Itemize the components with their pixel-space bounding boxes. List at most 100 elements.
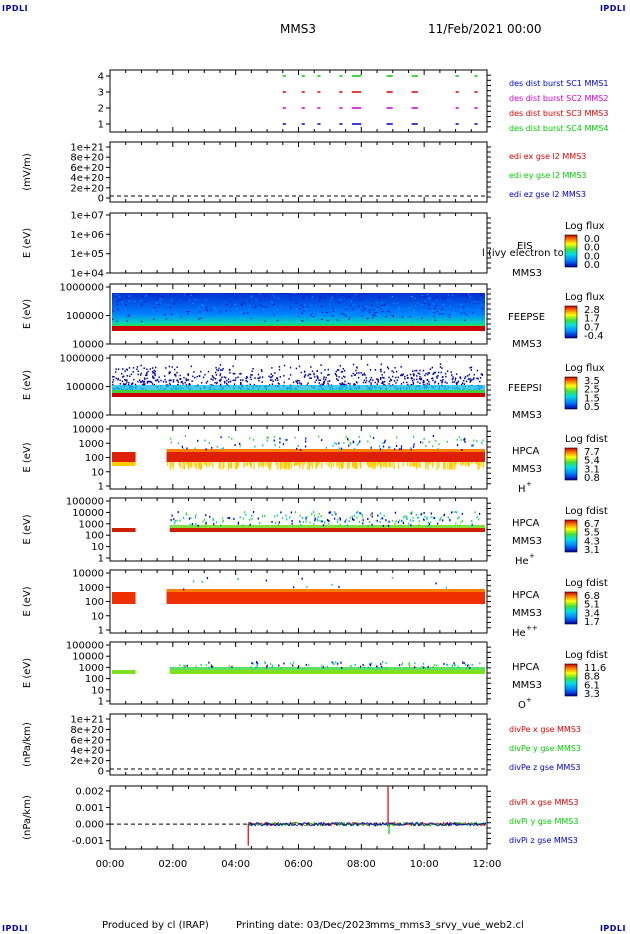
feepsi-texture [412,373,415,375]
hpca-o-texture-speckle [231,665,233,668]
hpca-o-texture-speckle [414,662,416,665]
eis-overlap-text: l (ivy electron to [482,248,564,259]
hpca-h-texture-speckle [278,446,281,449]
hpca-he-texture-speckle [249,523,251,526]
hpca-he-texture-speckle [212,519,214,522]
feepse-texture [472,312,474,314]
feepse-texture [303,310,305,312]
hpca-he-texture-speckle [179,519,181,522]
hpca-h-texture-under [342,462,344,468]
feepse-texture [259,293,261,295]
feepse-texture [413,309,415,311]
feepse-texture [460,312,462,314]
hpca-he-texture-speckle [450,511,453,514]
feepsi-mid-band [112,385,485,391]
feepse-texture [374,315,377,317]
hpca-he-texture-speckle [430,512,432,515]
hpca-he-texture-speckle [174,520,176,523]
feepse-texture [424,300,426,302]
feepse-texture [186,310,188,312]
feepsi-texture [468,373,471,376]
feepse-texture [480,295,483,297]
hpca-h-texture-speckle [389,446,391,449]
feepsi-texture [258,379,260,382]
hpca-he-texture-speckle [345,518,347,521]
hpca-h-texture-under [372,462,374,466]
feepsi-texture [462,379,465,382]
hpca-he-texture-speckle [404,515,406,518]
hpca-he-texture-speckle [339,517,341,520]
feepsi-texture [119,383,122,385]
hpca-o-texture-speckle [376,665,378,668]
feepse-texture [426,294,429,296]
feepse-texture [227,320,230,322]
feepsi-texture [451,374,453,376]
hpca-o-ytick-label: 1 [98,697,104,708]
feepsi-texture [309,373,312,376]
hpca-he-texture-speckle [327,519,329,522]
feepsi-texture [245,375,248,378]
hpca-h-texture-speckle [348,444,350,447]
feepsi-texture [163,375,166,377]
hpca-o-species-charge: + [526,696,532,704]
feepsi-texture [165,381,167,383]
hpca-o-ytick-label: 100000 [66,641,104,652]
hpca-o-texture-speckle [195,665,197,668]
hpca-o-texture-speckle [465,663,467,666]
hpca-he2-ytick-label: 10000 [72,569,104,580]
feepse-texture [359,299,361,301]
hpca-he-texture-speckle [182,516,185,519]
hpca-h-texture-under [340,462,342,467]
feepsi-texture [124,378,126,381]
feepse-texture [409,315,411,317]
feepsi-texture [296,382,299,385]
feepsi-texture [227,381,230,383]
hpca-he-texture-speckle [174,522,176,525]
feepse-texture [392,303,395,305]
feepse-texture [156,299,158,301]
feepse-texture [341,313,343,315]
feepsi-texture [382,380,384,383]
hpca-h-texture-under [384,462,386,467]
hpca-he-texture-speckle [285,514,287,517]
feepse-texture [314,304,317,306]
hpca-h-texture-under [297,462,299,466]
feepsi-texture [136,366,139,368]
feepse-texture [176,314,178,316]
feepsi-texture [357,376,360,379]
feepsi-texture [249,376,252,378]
feepsi-texture [158,376,160,379]
hpca-o-ytick-label: 1000 [79,663,104,674]
hpca-h-texture-speckle [464,440,466,443]
feepse-texture [120,317,122,319]
feepsi-texture [249,383,251,386]
eis-ytick-label: 1e+04 [70,269,104,280]
feepse-texture [331,315,334,317]
corner-label-top-right: IPDLI [599,4,626,13]
edi-ylabel: (mV/m) [22,153,33,191]
feepse-texture [381,302,384,304]
feepsi-texture [394,366,396,369]
feepse-texture [423,302,426,304]
hpca-h-texture-under [419,462,421,469]
feepsi-texture [200,370,202,373]
hpca-h-texture-under [296,462,298,466]
feepsi-texture [194,376,196,379]
feepse-texture [250,302,252,304]
feepsi-texture [319,379,322,382]
feepse-texture [413,298,416,300]
hpca-h-texture-under [480,462,482,467]
feepsi-texture [121,380,124,383]
hpca-he-texture-speckle [410,512,412,515]
feepsi-texture [271,367,273,369]
feepsi-texture [190,365,193,368]
feepse-texture [199,311,201,313]
feepse-texture [432,298,434,300]
feepse-texture [409,306,412,308]
feepsi-texture [354,374,356,377]
hpca-he2-colorbar-tick: 5.1 [584,600,600,611]
feepsi-texture [355,369,357,372]
hpca-he2-spacecraft-label: MMS3 [512,608,542,619]
feepse-texture [140,300,143,302]
hpca-o-texture-speckle [290,662,292,665]
